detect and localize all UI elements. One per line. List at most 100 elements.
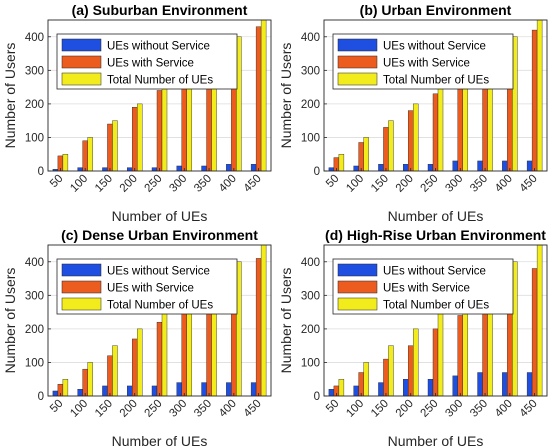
x-tick-label: 250: [143, 398, 165, 420]
bar-3-100: [87, 137, 93, 171]
bar-2-200: [132, 107, 138, 171]
legend-swatch-2: [337, 280, 378, 294]
bar-3-150: [112, 120, 118, 171]
x-tick-label: 100: [344, 173, 366, 195]
legend-swatch-1: [337, 263, 378, 277]
bar-1-250: [427, 164, 434, 171]
x-tick-label: 150: [93, 173, 115, 195]
y-tick-label: 100: [25, 132, 44, 144]
y-tick-label: 400: [301, 32, 320, 44]
bars-group: [328, 20, 543, 171]
bar-3-100: [87, 362, 93, 396]
bar-3-200: [137, 328, 143, 396]
x-tick-label: 50: [48, 173, 66, 191]
y-tick-label: 0: [314, 166, 320, 178]
x-tick-label: 400: [493, 398, 515, 420]
y-tick-label: 0: [38, 166, 44, 178]
y-axis-label: Number of Users: [278, 268, 294, 374]
x-tick-label: 250: [419, 398, 441, 420]
x-axis-label: Number of UEs: [112, 433, 208, 447]
bar-1-300: [176, 165, 182, 171]
bar-3-250: [437, 311, 444, 396]
bar-1-400: [226, 164, 232, 171]
y-tick-label: 400: [301, 257, 320, 269]
bar-3-50: [62, 154, 69, 171]
x-tick-label: 350: [468, 173, 490, 195]
bar-1-350: [201, 382, 207, 396]
bar-3-100: [363, 137, 369, 171]
chart-title: (c) Dense Urban Environment: [61, 227, 258, 243]
legend-swatch-2: [337, 55, 378, 69]
bar-2-200: [408, 345, 414, 396]
y-tick-label: 0: [314, 391, 320, 403]
x-tick-label: 250: [419, 173, 441, 195]
x-tick-label: 150: [93, 398, 115, 420]
legend-swatch-3: [61, 297, 102, 311]
legend-swatch-2: [61, 280, 102, 294]
bar-1-250: [151, 167, 158, 171]
bar-1-300: [452, 375, 458, 396]
bar-3-400: [512, 261, 518, 396]
bar-2-150: [383, 358, 389, 396]
bar-1-400: [502, 372, 508, 396]
x-tick-label: 50: [324, 398, 342, 416]
x-tick-label: 350: [192, 173, 214, 195]
x-tick-label: 300: [167, 173, 189, 195]
bar-1-350: [201, 165, 207, 171]
bar-2-450: [255, 258, 262, 396]
bar-2-450: [531, 268, 538, 396]
y-tick-label: 100: [301, 132, 320, 144]
bar-2-150: [383, 127, 389, 171]
bar-1-400: [226, 382, 232, 396]
x-tick-label: 100: [344, 398, 366, 420]
bar-1-250: [427, 379, 434, 396]
bar-3-250: [161, 311, 168, 396]
x-tick-label: 450: [242, 173, 264, 195]
y-tick-label: 200: [25, 99, 44, 111]
bar-1-450: [250, 382, 257, 396]
bar-1-150: [102, 167, 108, 171]
bar-3-250: [161, 86, 168, 171]
bar-3-250: [437, 86, 444, 171]
bar-1-150: [378, 382, 384, 396]
legend-label-2: UEs with Service: [107, 283, 194, 295]
x-tick-label: 200: [394, 173, 416, 195]
legend-label-1: UEs without Service: [107, 41, 210, 53]
bar-1-150: [378, 164, 384, 171]
bars-group: [52, 245, 267, 396]
bar-2-200: [132, 338, 138, 396]
x-tick-label: 100: [68, 398, 90, 420]
bar-2-100: [82, 140, 88, 171]
bar-1-300: [176, 382, 182, 396]
y-tick-label: 300: [25, 65, 44, 77]
x-tick-label: 150: [369, 398, 391, 420]
x-axis-label: Number of UEs: [388, 208, 484, 224]
bar-3-400: [512, 36, 518, 171]
bar-2-250: [156, 321, 163, 396]
bar-3-450: [260, 245, 267, 396]
bar-3-100: [363, 362, 369, 396]
x-tick-label: 150: [369, 173, 391, 195]
chart-title: (d) High-Rise Urban Environment: [325, 227, 546, 243]
bar-2-300: [181, 75, 187, 171]
x-axis-label: Number of UEs: [112, 208, 208, 224]
legend-swatch-3: [61, 72, 102, 86]
bar-2-250: [432, 328, 439, 396]
chart-title: (a) Suburban Environment: [72, 2, 248, 18]
bar-3-150: [112, 345, 118, 396]
chart-title: (b) Urban Environment: [360, 2, 512, 18]
y-axis-label: Number of Users: [278, 43, 294, 149]
x-tick-label: 50: [48, 398, 66, 416]
bar-3-450: [536, 20, 543, 171]
bar-3-200: [413, 103, 419, 171]
bar-3-450: [536, 245, 543, 396]
bar-3-200: [413, 328, 419, 396]
bar-2-300: [457, 315, 463, 396]
bar-3-450: [260, 20, 267, 171]
x-tick-label: 50: [324, 173, 342, 191]
bar-2-150: [107, 123, 113, 171]
bar-2-100: [358, 372, 364, 396]
